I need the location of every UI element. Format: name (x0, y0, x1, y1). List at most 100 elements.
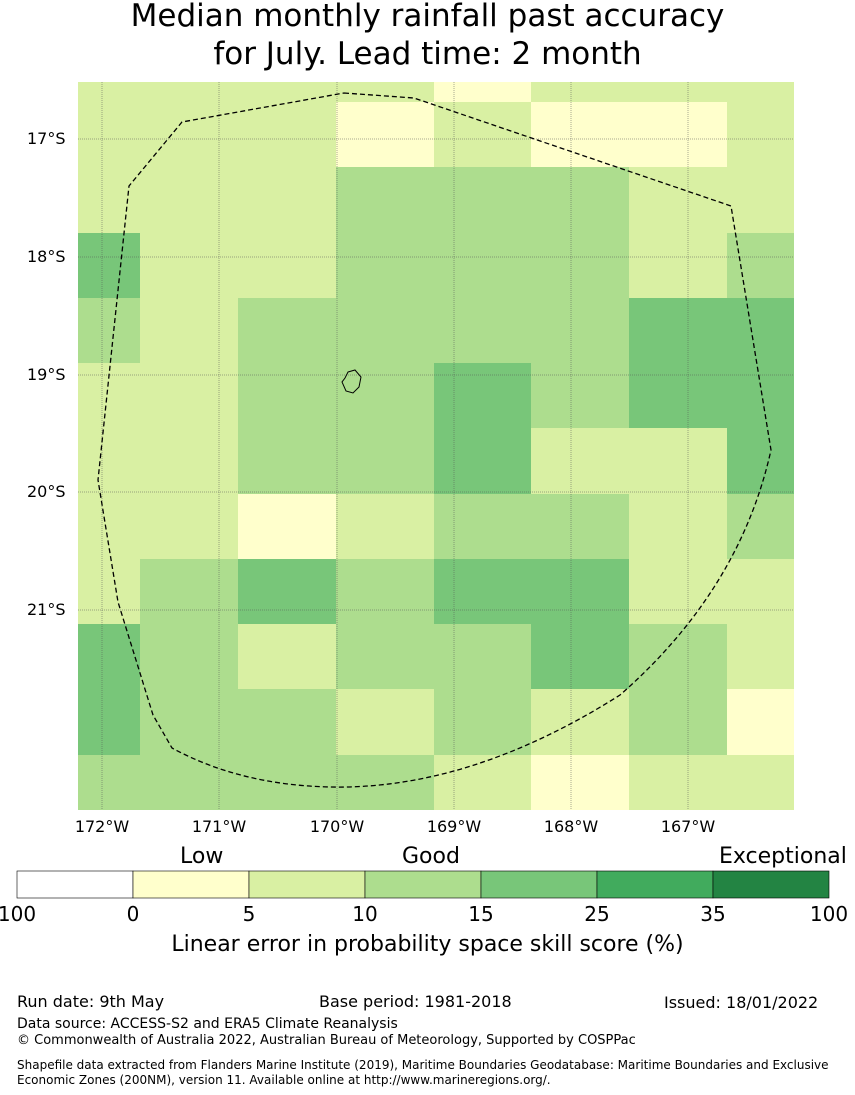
lon-label-171w: 171°W (191, 817, 247, 836)
grid-cell (336, 102, 434, 167)
grid-cell (629, 428, 727, 494)
colorbar-label: Linear error in probability space skill … (171, 932, 684, 957)
grid-cell (727, 167, 794, 233)
colorbar-tick: 100 (809, 902, 849, 926)
grid-cell (629, 689, 727, 755)
lat-label-18s: 18°S (27, 247, 66, 266)
grid-cell (238, 82, 336, 102)
grid-cell (336, 559, 434, 624)
skill-score-map (78, 82, 794, 810)
colorbar-tick: 10 (352, 902, 378, 926)
grid-cell (78, 428, 140, 494)
run-date: Run date: 9th May (17, 992, 165, 1011)
grid-cell (531, 494, 629, 559)
lat-label-20s: 20°S (27, 482, 66, 501)
colorbar (16, 870, 830, 899)
grid-cell (727, 233, 794, 298)
title-line-1: Median monthly rainfall past accuracy (130, 0, 725, 34)
grid-cell (629, 233, 727, 298)
grid-cell (727, 755, 794, 810)
grid-cell (336, 82, 434, 102)
colorbar-tick: 0 (126, 902, 140, 926)
base-period: Base period: 1981-2018 (319, 992, 512, 1011)
grid-cells (78, 82, 794, 810)
grid-cell (629, 559, 727, 624)
shapefile-credit-line-2: Economic Zones (200NM), version 11. Avai… (17, 1073, 551, 1087)
issued-date: Issued: 18/01/2022 (664, 993, 819, 1012)
grid-cell (531, 233, 629, 298)
grid-cell (336, 755, 434, 810)
grid-cell (727, 102, 794, 167)
grid-cell (434, 624, 531, 689)
grid-cell (629, 167, 727, 233)
colorbar-tick: 15 (468, 902, 494, 926)
grid-cell (140, 494, 238, 559)
grid-cell (238, 755, 336, 810)
grid-cell (336, 363, 434, 428)
grid-cell (78, 689, 140, 755)
grid-cell (727, 363, 794, 428)
grid-cell (434, 298, 531, 363)
grid-cell (140, 82, 238, 102)
colorbar-tick: 100 (0, 902, 37, 926)
grid-cell (336, 494, 434, 559)
grid-cell (78, 559, 140, 624)
shapefile-credit-line-1: Shapefile data extracted from Flanders M… (17, 1058, 829, 1072)
grid-cell (140, 298, 238, 363)
data-source: Data source: ACCESS-S2 and ERA5 Climate … (17, 1016, 398, 1032)
island-outline (341, 369, 362, 394)
grid-cell (727, 428, 794, 494)
grid-cell (78, 233, 140, 298)
grid-cell (140, 233, 238, 298)
lon-label-172w: 172°W (74, 817, 130, 836)
grid-cell (629, 102, 727, 167)
grid-cell (238, 167, 336, 233)
colorbar-segment (16, 870, 134, 899)
grid-cell (238, 233, 336, 298)
grid-cell (238, 689, 336, 755)
grid-cell (140, 689, 238, 755)
grid-cell (531, 428, 629, 494)
legend-category-good: Good (402, 844, 460, 869)
grid-cell (727, 559, 794, 624)
grid-cell (434, 167, 531, 233)
graticule (78, 82, 794, 810)
grid-cell (531, 102, 629, 167)
grid-cell (531, 755, 629, 810)
eez-boundary (97, 92, 772, 788)
grid-cell (140, 755, 238, 810)
lat-label-17s: 17°S (27, 129, 66, 148)
colorbar-segment (480, 870, 598, 899)
grid-cell (531, 559, 629, 624)
grid-cell (140, 167, 238, 233)
grid-cell (238, 298, 336, 363)
grid-cell (140, 624, 238, 689)
grid-cell (140, 428, 238, 494)
grid-cell (78, 82, 140, 102)
legend-category-exceptional: Exceptional (719, 844, 847, 869)
grid-cell (78, 755, 140, 810)
grid-cell (531, 82, 629, 102)
copyright: © Commonwealth of Australia 2022, Austra… (17, 1033, 636, 1048)
grid-cell (78, 102, 140, 167)
grid-cell (531, 298, 629, 363)
grid-cell (238, 624, 336, 689)
grid-cell (727, 494, 794, 559)
grid-cell (727, 82, 794, 102)
grid-cell (434, 233, 531, 298)
grid-cell (727, 689, 794, 755)
grid-cell (434, 755, 531, 810)
grid-cell (78, 363, 140, 428)
grid-cell (336, 689, 434, 755)
grid-cell (629, 82, 727, 102)
grid-cell (434, 428, 531, 494)
grid-cell (336, 233, 434, 298)
grid-cell (336, 428, 434, 494)
lon-label-169w: 169°W (426, 817, 482, 836)
colorbar-segment (712, 870, 830, 899)
grid-cell (78, 167, 140, 233)
grid-cell (629, 298, 727, 363)
grid-cell (238, 559, 336, 624)
grid-cell (629, 624, 727, 689)
grid-cell (434, 494, 531, 559)
